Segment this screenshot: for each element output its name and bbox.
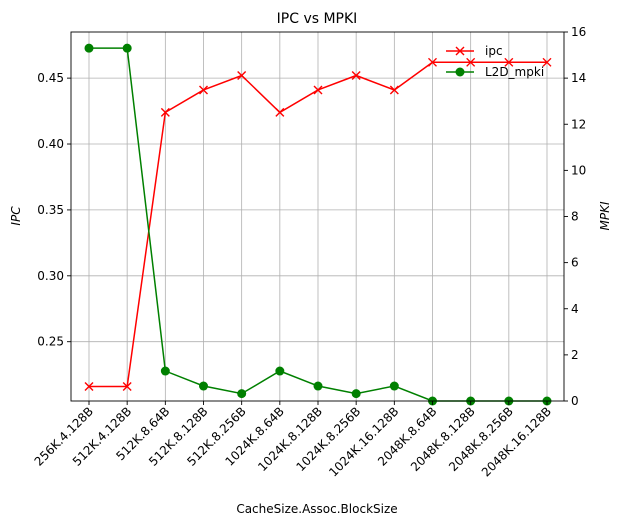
y-tick-label-left: 0.35 xyxy=(37,203,64,217)
data-point-l2d-mpki xyxy=(237,389,247,399)
data-point-ipc xyxy=(389,85,399,95)
y-tick-label-right: 4 xyxy=(571,302,579,316)
grid xyxy=(71,32,564,401)
data-point-l2d-mpki xyxy=(351,389,361,399)
y-tick-label-right: 10 xyxy=(571,163,586,177)
y-tick-label-right: 14 xyxy=(571,71,586,85)
chart-title: IPC vs MPKI xyxy=(277,11,358,27)
data-point-ipc xyxy=(160,107,170,117)
data-point-l2d-mpki xyxy=(84,43,94,53)
data-point-l2d-mpki xyxy=(389,381,399,391)
data-point-ipc xyxy=(504,57,514,67)
legend: ipc L2D_mpki xyxy=(446,44,544,79)
series-ipc xyxy=(84,57,552,391)
y-axis-left: 0.25 0.30 0.35 0.40 0.45 xyxy=(37,71,71,349)
y-axis-label-left: IPC xyxy=(9,206,23,226)
legend-label-ipc: ipc xyxy=(485,44,503,58)
legend-label-l2d-mpki: L2D_mpki xyxy=(485,65,544,79)
y-tick-label-left: 0.40 xyxy=(37,137,64,151)
data-point-l2d-mpki xyxy=(199,381,208,391)
x-axis-label: CacheSize.Assoc.BlockSize xyxy=(236,502,397,516)
data-point-ipc xyxy=(84,382,94,391)
y-tick-label-right: 8 xyxy=(571,210,579,224)
data-point-ipc xyxy=(428,57,437,67)
y-tick-label-right: 16 xyxy=(571,25,586,39)
data-point-ipc xyxy=(199,85,208,95)
y-tick-label-right: 2 xyxy=(571,348,579,362)
x-axis: 256K.4.128B512K.4.128B512K.8.64B512K.8.1… xyxy=(32,401,554,479)
data-point-ipc xyxy=(351,70,361,80)
data-point-l2d-mpki xyxy=(275,366,285,376)
y-axis-label-right: MPKI xyxy=(598,201,612,230)
y-tick-label-left: 0.30 xyxy=(37,269,64,283)
data-point-l2d-mpki xyxy=(313,381,323,391)
data-point-l2d-mpki xyxy=(122,43,132,53)
y-axis-right: 0 2 4 6 8 10 12 14 16 xyxy=(564,25,586,408)
y-tick-label-left: 0.25 xyxy=(37,335,64,349)
y-tick-label-right: 0 xyxy=(571,394,579,408)
data-point-ipc xyxy=(466,57,476,67)
data-point-l2d-mpki xyxy=(160,366,170,376)
legend-marker-l2d-mpki xyxy=(455,67,465,77)
legend-item-ipc: ipc xyxy=(446,44,503,58)
y-tick-label-right: 12 xyxy=(571,117,586,131)
data-point-ipc xyxy=(275,107,285,117)
legend-item-l2d-mpki: L2D_mpki xyxy=(446,65,544,79)
y-tick-label-right: 6 xyxy=(571,256,579,270)
x-tick-label: 1024K.16.128B xyxy=(326,404,401,479)
y-tick-label-left: 0.45 xyxy=(37,71,64,85)
data-point-ipc xyxy=(122,382,132,391)
x-tick-label: 2048K.16.128B xyxy=(479,404,554,479)
plot-frame xyxy=(70,31,565,402)
data-point-ipc xyxy=(313,85,323,95)
data-point-ipc xyxy=(237,70,247,80)
data-point-ipc xyxy=(542,57,552,67)
legend-marker-ipc xyxy=(455,46,465,56)
